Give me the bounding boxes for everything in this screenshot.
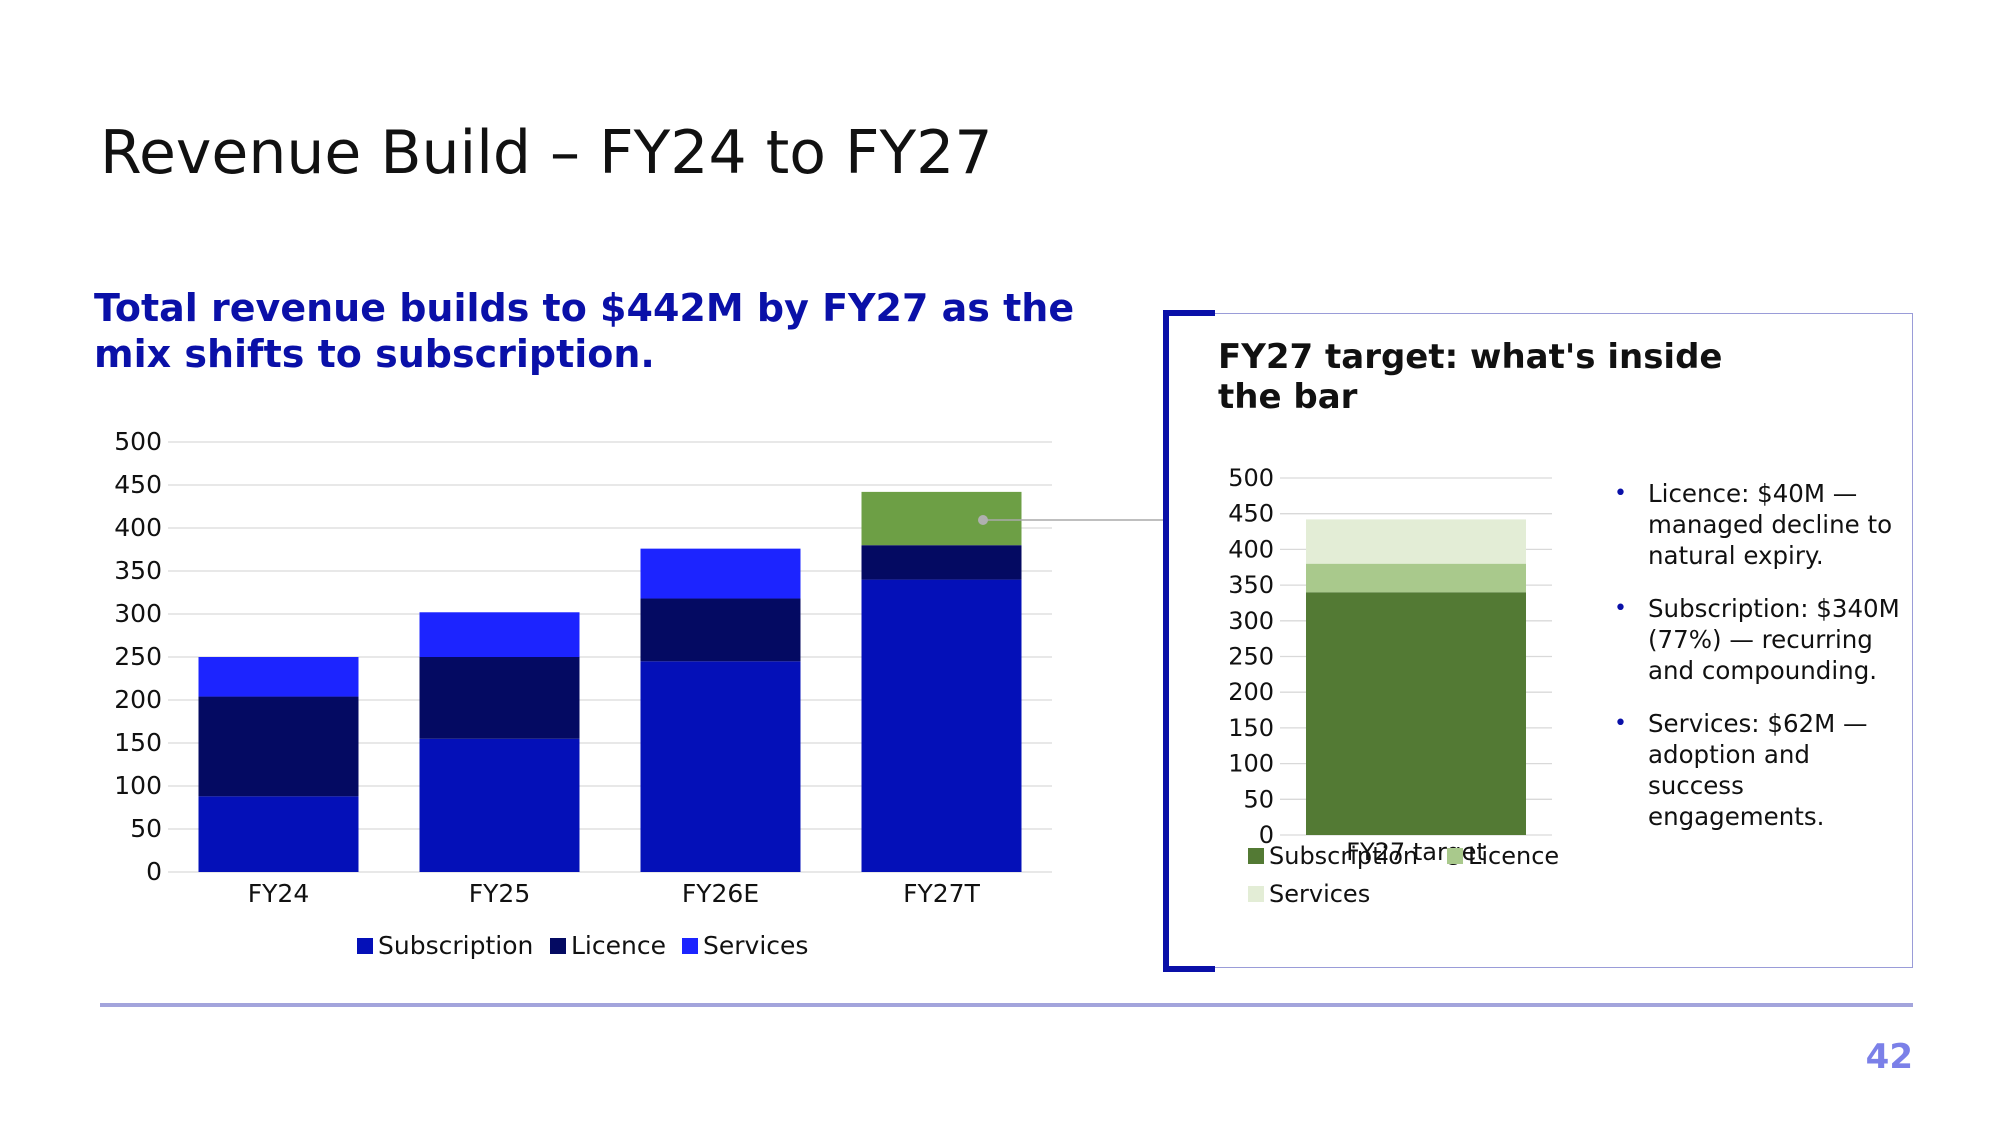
y-tick-label: 300 bbox=[1228, 607, 1274, 635]
bar-fy25-subscription bbox=[419, 738, 580, 872]
y-tick-label: 0 bbox=[1259, 821, 1274, 849]
footer-rule bbox=[100, 1003, 1913, 1007]
bar-fy26e-services bbox=[640, 548, 801, 599]
y-tick-label: 500 bbox=[114, 427, 162, 456]
bar-fy27t-services bbox=[861, 491, 1022, 546]
slide-title: Revenue Build – FY24 to FY27 bbox=[100, 118, 993, 188]
legend-swatch-services bbox=[1248, 886, 1264, 902]
bar-fy24-subscription bbox=[198, 796, 359, 872]
legend-label-licence: Licence bbox=[571, 931, 666, 960]
y-tick-label: 350 bbox=[1228, 571, 1274, 599]
slide-subtitle: Total revenue builds to $442M by FY27 as… bbox=[94, 286, 1075, 376]
legend-label-services: Services bbox=[703, 931, 808, 960]
y-tick-label: 50 bbox=[130, 814, 162, 843]
page-number: 42 bbox=[1865, 1037, 1913, 1077]
y-tick-label: 200 bbox=[114, 685, 162, 714]
bar-fy27-target-services bbox=[1306, 519, 1526, 564]
legend-label-subscription: Subscription bbox=[1269, 842, 1418, 870]
callout-bracket bbox=[1163, 310, 1215, 972]
bar-fy27-target-subscription bbox=[1306, 592, 1526, 835]
legend-swatch-licence bbox=[550, 938, 566, 954]
y-tick-label: 300 bbox=[114, 599, 162, 628]
y-tick-label: 500 bbox=[1228, 464, 1274, 492]
y-tick-label: 150 bbox=[1228, 714, 1274, 742]
x-tick-label: FY24 bbox=[248, 879, 309, 908]
bar-fy24-licence bbox=[198, 696, 359, 797]
legend-swatch-subscription bbox=[1248, 848, 1264, 864]
bar-fy25-services bbox=[419, 612, 580, 657]
bullet-services: Services: $62M — adoption and success en… bbox=[1612, 708, 1912, 832]
y-tick-label: 50 bbox=[1243, 785, 1274, 813]
x-tick-label: FY26E bbox=[682, 879, 759, 908]
y-tick-label: 250 bbox=[1228, 643, 1274, 671]
y-tick-label: 200 bbox=[1228, 678, 1274, 706]
y-tick-label: 100 bbox=[1228, 750, 1274, 778]
bullet-subscription: Subscription: $340M (77%) — recurring an… bbox=[1612, 593, 1912, 686]
panel-bullet-list: Licence: $40M — managed decline to natur… bbox=[1612, 478, 1912, 854]
bar-fy25-licence bbox=[419, 657, 580, 739]
revenue-stacked-bar-chart: 0 50 100 150 200 250 300 350 400 450 500 FY24 FY25 FY… bbox=[114, 427, 1052, 960]
legend-label-subscription: Subscription bbox=[378, 931, 533, 960]
x-tick-label: FY25 bbox=[469, 879, 530, 908]
legend-swatch-licence bbox=[1447, 848, 1463, 864]
y-tick-label: 0 bbox=[146, 857, 162, 886]
legend-swatch-services bbox=[682, 938, 698, 954]
y-tick-label: 150 bbox=[114, 728, 162, 757]
bullet-licence: Licence: $40M — managed decline to natur… bbox=[1612, 478, 1912, 571]
bar-fy27-target-licence bbox=[1306, 563, 1526, 593]
legend-swatch-subscription bbox=[357, 938, 373, 954]
y-tick-label: 450 bbox=[1228, 500, 1274, 528]
y-tick-label: 350 bbox=[114, 556, 162, 585]
legend-label-services: Services bbox=[1269, 880, 1370, 908]
y-tick-label: 400 bbox=[1228, 535, 1274, 563]
bar-fy26e-subscription bbox=[640, 661, 801, 872]
x-tick-label: FY27T bbox=[903, 879, 980, 908]
bar-fy24-services bbox=[198, 657, 359, 697]
y-tick-label: 450 bbox=[114, 470, 162, 499]
bar-fy27t-licence bbox=[861, 545, 1022, 580]
legend-label-licence: Licence bbox=[1468, 842, 1559, 870]
y-tick-label: 100 bbox=[114, 771, 162, 800]
y-tick-label: 250 bbox=[114, 642, 162, 671]
panel-title: FY27 target: what's inside the bar bbox=[1218, 337, 1723, 417]
bar-fy26e-licence bbox=[640, 598, 801, 662]
bar-fy27t-subscription bbox=[861, 579, 1022, 872]
callout-panel bbox=[1163, 313, 1913, 968]
y-tick-label: 400 bbox=[114, 513, 162, 542]
